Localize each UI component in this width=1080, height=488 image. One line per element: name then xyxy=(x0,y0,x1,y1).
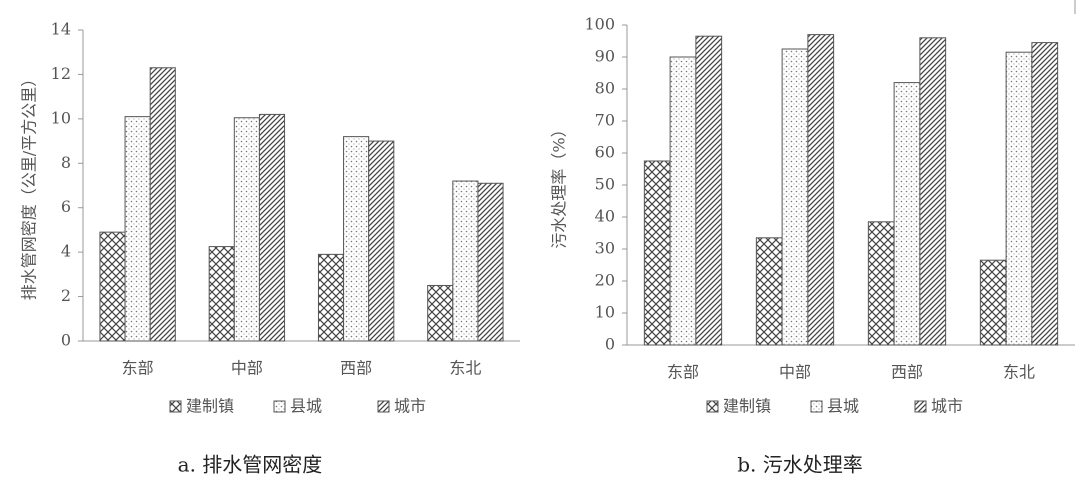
legend-swatch xyxy=(914,400,927,413)
bar xyxy=(124,116,151,342)
y-tick-label: 0 xyxy=(61,331,71,350)
bar xyxy=(919,37,947,346)
y-tick-label: 50 xyxy=(595,175,615,194)
bar xyxy=(99,231,126,342)
y-tick-label: 0 xyxy=(605,335,615,354)
bar xyxy=(781,48,809,346)
y-tick-label: 90 xyxy=(595,47,615,66)
x-tick-label: 东部 xyxy=(122,359,154,378)
bar xyxy=(979,259,1007,346)
legend-swatch xyxy=(810,400,823,413)
y-tick-label: 8 xyxy=(61,153,71,172)
legend-swatch xyxy=(273,400,286,413)
bar xyxy=(368,140,395,342)
legend-label: 县城 xyxy=(290,397,322,416)
x-tick-label: 中部 xyxy=(231,359,263,378)
bar xyxy=(867,221,895,346)
y-tick-label: 40 xyxy=(595,207,615,226)
y-tick-label: 80 xyxy=(595,79,615,98)
x-tick-label: 东北 xyxy=(1003,363,1035,382)
bar xyxy=(1005,51,1033,346)
legend-label: 城市 xyxy=(931,397,963,416)
bar xyxy=(755,237,783,346)
y-tick-label: 20 xyxy=(595,271,615,290)
bar xyxy=(149,67,176,342)
y-tick-label: 60 xyxy=(595,143,615,162)
bar xyxy=(208,246,235,342)
bar xyxy=(669,56,697,346)
legend-swatch xyxy=(706,400,719,413)
y-tick-label: 4 xyxy=(61,242,71,261)
bar xyxy=(807,34,835,346)
y-tick-label: 10 xyxy=(595,303,615,322)
x-tick-label: 东部 xyxy=(667,363,699,382)
x-tick-label: 西部 xyxy=(891,363,923,382)
bar xyxy=(343,136,370,342)
y-tick-label: 10 xyxy=(51,108,71,127)
legend-label: 建制镇 xyxy=(723,397,771,416)
bar xyxy=(427,284,454,342)
legend-label: 城市 xyxy=(394,397,426,416)
chart-caption: b. 污水处理率 xyxy=(737,453,863,477)
bar xyxy=(643,160,671,346)
bar xyxy=(477,182,504,342)
y-axis-label: 污水处理率（%） xyxy=(550,121,569,248)
y-tick-label: 12 xyxy=(51,64,71,83)
legend-label: 县城 xyxy=(827,397,859,416)
bar xyxy=(893,82,921,346)
x-tick-label: 西部 xyxy=(340,359,372,378)
y-tick-label: 30 xyxy=(595,239,615,258)
bar xyxy=(317,253,345,342)
y-tick-label: 6 xyxy=(61,197,71,216)
bar xyxy=(258,113,286,342)
bar xyxy=(233,117,260,342)
bar xyxy=(1031,42,1059,346)
y-tick-label: 100 xyxy=(584,15,615,34)
y-tick-label: 2 xyxy=(61,286,71,305)
x-tick-label: 中部 xyxy=(779,363,811,382)
bar xyxy=(452,180,479,342)
legend-swatch xyxy=(377,400,390,413)
legend-label: 建制镇 xyxy=(186,397,234,416)
legend-swatch xyxy=(169,400,182,413)
bar xyxy=(695,35,723,346)
y-tick-label: 70 xyxy=(595,111,615,130)
y-tick-label: 14 xyxy=(51,20,71,39)
y-axis-label: 排水管网密度（公里/平方公里） xyxy=(20,71,39,300)
chart-caption: a. 排水管网密度 xyxy=(178,453,323,477)
x-tick-label: 东北 xyxy=(449,359,481,378)
